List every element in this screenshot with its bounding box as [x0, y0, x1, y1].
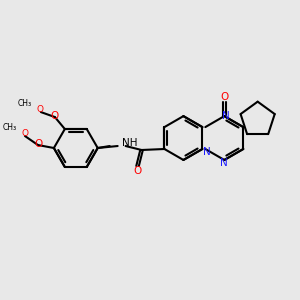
Text: NH: NH	[122, 138, 137, 148]
Text: O: O	[220, 92, 228, 102]
Text: CH₃: CH₃	[3, 123, 17, 132]
Text: O: O	[22, 129, 28, 138]
Text: O: O	[36, 105, 43, 114]
Text: N: N	[203, 147, 211, 157]
Text: O: O	[134, 166, 142, 176]
Text: N: N	[220, 158, 228, 168]
Text: N: N	[222, 111, 230, 121]
Text: O: O	[51, 111, 59, 121]
Text: CH₃: CH₃	[18, 99, 32, 108]
Text: O: O	[35, 139, 43, 149]
